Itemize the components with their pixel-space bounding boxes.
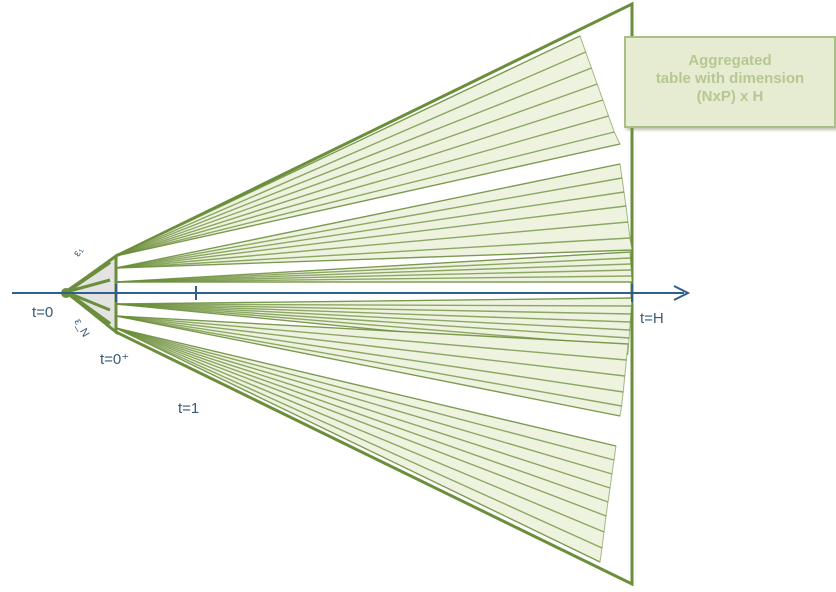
scenario-fans: [115, 35, 633, 563]
scenario-path: [115, 315, 625, 377]
scenario-path: [115, 205, 627, 269]
label-t0plus: t=0⁺: [100, 351, 130, 368]
aggregated-table-callout: Aggregated table with dimension (NxP) x …: [624, 36, 836, 128]
scenario-path: [115, 303, 630, 331]
scenario-path: [115, 177, 623, 269]
scenario-path: [115, 275, 632, 283]
scenario-path: [115, 327, 601, 563]
label-t1: t=1: [178, 400, 200, 417]
scenario-path: [115, 163, 621, 269]
scenario-path: [115, 257, 631, 283]
scenario-path: [115, 303, 631, 315]
scenario-path: [115, 315, 624, 393]
scenario-path: [115, 303, 631, 323]
scenario-path: [115, 35, 581, 257]
scenario-path: [115, 263, 631, 283]
scenario-path: [115, 99, 604, 257]
scenario-path: [115, 115, 609, 257]
scenario-path: [115, 327, 611, 489]
scenario-path: [115, 303, 632, 307]
origin-ray-bottom: [64, 290, 112, 326]
scenario-path: [115, 131, 615, 257]
scenario-path: [115, 327, 609, 503]
scenario-path: [115, 327, 605, 533]
scenario-path: [115, 327, 617, 447]
scenario-path: [115, 191, 625, 269]
scenario-path: [115, 315, 627, 361]
scenario-path: [115, 315, 622, 407]
scenario-path: [115, 237, 631, 269]
callout-line-1: Aggregated: [688, 52, 772, 69]
scenario-path: [115, 327, 613, 475]
scenario-path: [115, 83, 598, 257]
origin-ray-mid1: [65, 278, 111, 294]
scenario-path: [115, 327, 615, 461]
origin-ray-top: [64, 260, 112, 294]
arrow-right-icon: [673, 285, 691, 301]
scenario-path: [115, 51, 586, 257]
scenario-path: [115, 251, 631, 283]
scenario-path: [115, 249, 633, 269]
scenario-path: [115, 303, 630, 339]
scenario-path: [115, 315, 621, 417]
scenario-path: [115, 143, 621, 257]
label-t0: t=0: [32, 304, 54, 321]
scenario-path: [115, 269, 632, 283]
callout-line-3: (NxP) x H: [696, 88, 764, 105]
scenario-path: [115, 315, 629, 345]
callout-line-2: table with dimension: [655, 70, 805, 87]
label-tH: t=H: [640, 310, 664, 327]
scenario-path: [115, 327, 603, 549]
scenario-path: [115, 327, 607, 517]
scenario-path: [115, 297, 633, 305]
scenario-path: [115, 67, 592, 257]
scenario-path: [115, 221, 629, 269]
